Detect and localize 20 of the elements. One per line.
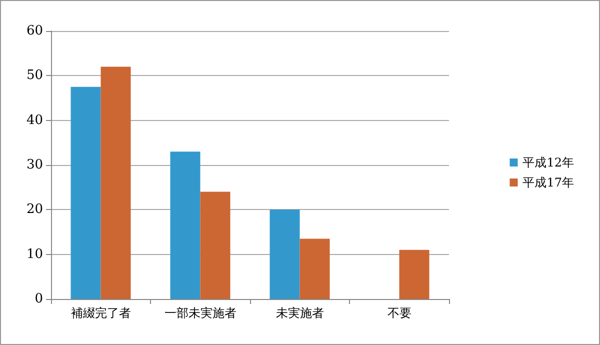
y-tick-label: 40 (26, 112, 43, 128)
x-tick-label: 一部未実施者 (164, 306, 236, 320)
bar (70, 86, 101, 299)
bar (300, 238, 330, 299)
legend-label: 平成17年 (522, 176, 574, 190)
bar (270, 210, 300, 299)
bar (100, 66, 131, 299)
y-tick-label: 60 (26, 24, 43, 38)
y-tick-label: 30 (26, 158, 43, 172)
legend-label: 平成12年 (522, 156, 574, 170)
x-tick-label: 補綴完了者 (70, 306, 131, 320)
y-tick-label: 50 (26, 68, 43, 84)
bar (399, 250, 430, 299)
y-tick-label: 10 (26, 246, 43, 262)
y-tick-label: 20 (26, 202, 43, 218)
bar (200, 192, 230, 299)
x-tick-label: 不要 (387, 306, 412, 320)
bar (170, 152, 200, 299)
x-tick-label: 未実施者 (276, 306, 324, 320)
y-tick-label: 0 (34, 292, 43, 306)
